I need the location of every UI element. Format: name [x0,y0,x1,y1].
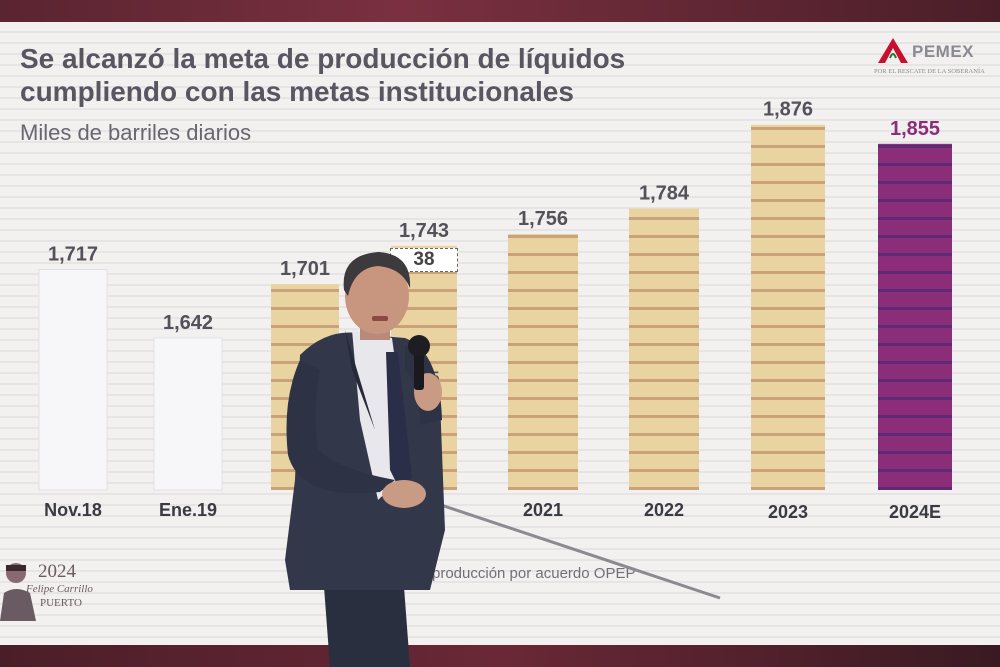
bar-ene-19 [153,337,223,491]
value-label: 1,743 [399,220,449,242]
seal-place: PUERTO [40,597,82,609]
slide-subtitle: Miles de barriles diarios [20,120,252,145]
screen-scanlines [0,22,1000,647]
bar-2021 [508,234,578,490]
pemex-logo: PEMEX POR EL RESCATE DE LA SOBERANÍA [874,36,1000,86]
chart-footnote: producción por acuerdo OPEP [432,565,636,582]
value-label: 1,855 [890,118,940,140]
value-label: 1,876 [763,99,813,121]
value-label: 1,642 [163,312,213,334]
pemex-logo-text: PEMEX [912,42,975,61]
value-label: 1,701 [280,258,330,280]
commemorative-seal: 2024 Felipe Carrillo PUERTO [0,557,110,627]
slide-title: Se alcanzó la meta de producción de líqu… [20,43,626,107]
value-label: 1,784 [639,183,690,205]
seal-year: 2024 [38,561,76,582]
portrait-icon [0,563,36,621]
bar-2024e [878,143,952,490]
category-label: 2024E [889,502,941,522]
pemex-tagline: POR EL RESCATE DE LA SOBERANÍA [874,68,985,75]
value-label: 1,717 [48,244,98,266]
category-label: 2021 [523,500,563,520]
pemex-emblem-icon [878,38,908,63]
category-label: 2023 [768,502,808,522]
category-label: Ene.19 [159,500,217,520]
presentation-screen: Se alcanzó la meta de producción de líqu… [0,22,1000,647]
seal-name: Felipe Carrillo [26,583,93,595]
opep-adjustment-box: 38 [390,248,458,272]
bar-2023 [751,124,825,491]
category-label: Nov.18 [44,500,102,520]
category-label: 2022 [644,500,684,520]
stage-bottom-band [0,645,1000,667]
value-label: 1,756 [518,208,568,230]
bar-2022 [629,208,699,490]
bar-nov-18 [38,269,108,491]
